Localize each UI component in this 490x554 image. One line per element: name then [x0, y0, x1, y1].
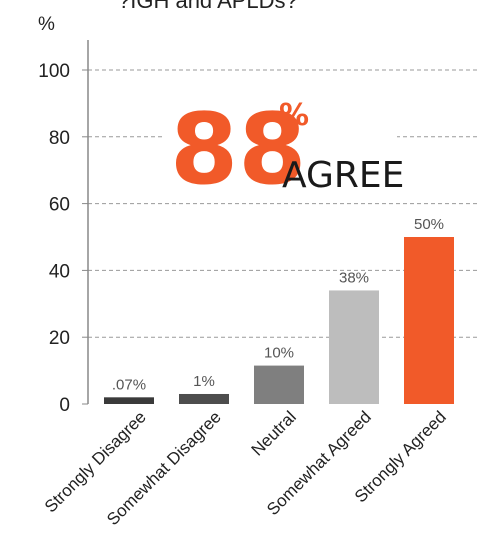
data-label: 50%	[414, 216, 444, 233]
y-tick-label: 100	[38, 61, 70, 82]
data-labels: .07% 1% 10% 38% 50%	[112, 216, 444, 393]
callout-background	[165, 78, 397, 190]
data-label: 10%	[264, 345, 294, 362]
y-tick-labels: 0 20 40 60 80 100	[38, 61, 88, 416]
bar	[179, 393, 229, 404]
category-label: Neutral	[248, 407, 300, 459]
bar	[404, 237, 454, 404]
data-label: .07%	[112, 376, 146, 393]
bar	[329, 290, 379, 404]
data-label: 38%	[339, 269, 369, 286]
bars	[104, 237, 454, 404]
callout-unit: %	[279, 98, 309, 133]
bar	[104, 397, 154, 404]
y-tick-label: 0	[59, 395, 70, 416]
bar	[254, 365, 304, 404]
y-axis-label: %	[38, 14, 55, 35]
chart-title: ?IGH and APLDs?	[118, 0, 298, 13]
y-tick-label: 20	[49, 328, 70, 349]
y-tick-label: 60	[49, 195, 70, 216]
callout-number: 88	[170, 93, 306, 207]
callout-word: AGREE	[282, 155, 404, 196]
y-tick-label: 40	[49, 261, 70, 282]
y-tick-label: 80	[49, 128, 70, 149]
data-label: 1%	[193, 373, 215, 390]
agree-callout: 88 % AGREE	[165, 78, 404, 207]
